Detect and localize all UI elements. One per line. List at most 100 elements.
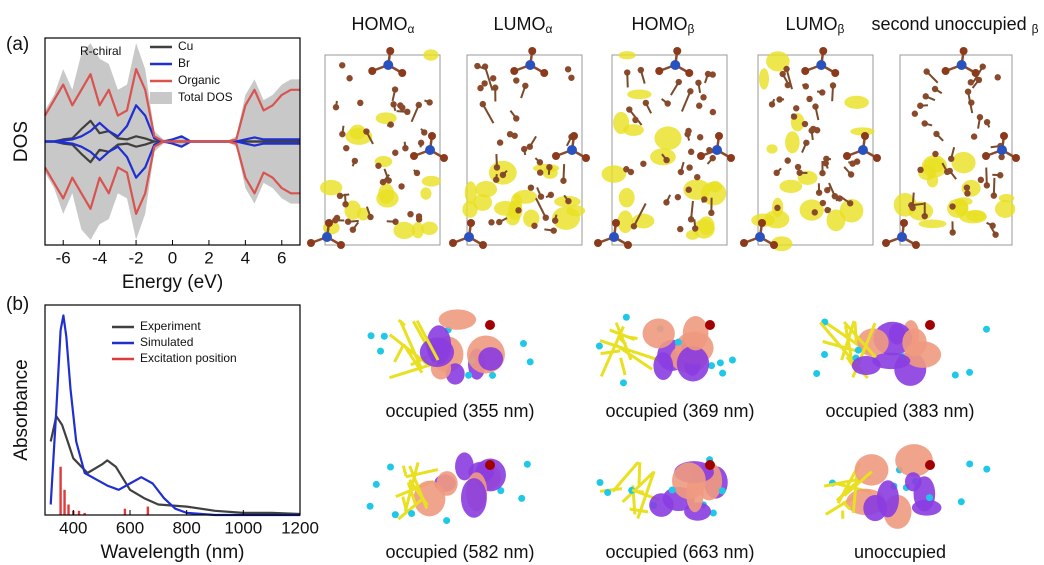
bond (626, 168, 629, 169)
atom-cu (322, 232, 332, 242)
atom (795, 164, 801, 170)
bond (336, 101, 337, 107)
bond (828, 209, 831, 210)
atom-h (524, 461, 531, 468)
atom (343, 145, 349, 151)
atom-br (705, 460, 715, 470)
atom (694, 174, 700, 180)
atom (686, 164, 692, 170)
orbital-lobe (919, 220, 947, 229)
atom (968, 79, 974, 85)
orbital-title: LUMOβ (786, 14, 845, 36)
legend-label: Br (178, 56, 190, 70)
bond (397, 111, 408, 112)
atom-h (813, 370, 820, 377)
x-tick-label: 600 (116, 518, 144, 537)
orbital-lobe (895, 444, 933, 476)
atom-br (325, 219, 333, 227)
bond (936, 134, 943, 141)
atom (917, 167, 923, 173)
atom (810, 126, 816, 132)
atom-br (960, 47, 968, 55)
legend-label: Simulated (140, 335, 193, 349)
atom-h (675, 339, 682, 346)
orbital-title: second unoccupied β (871, 14, 1038, 36)
orbital-title: LUMOα (494, 14, 553, 36)
molecule-renderings (307, 47, 1020, 529)
orbital-lobe (709, 181, 722, 192)
atom-cu (670, 60, 680, 70)
x-tick-label: 1000 (224, 518, 262, 537)
atom-br (801, 67, 809, 75)
orbital-lobe (852, 356, 881, 375)
bond (688, 134, 689, 140)
atom-cu (609, 232, 619, 242)
orbital-lobe (785, 131, 800, 153)
x-tick-label: 0 (168, 248, 177, 267)
bond (387, 125, 391, 126)
orbital-lobe (995, 200, 1015, 218)
orbital-lobe (623, 124, 644, 136)
atom (357, 100, 363, 106)
atom-br (912, 241, 920, 249)
atom-h (408, 510, 415, 517)
bond (340, 194, 349, 195)
atom (785, 157, 791, 163)
atom-h (623, 314, 630, 321)
atom-h (527, 358, 534, 365)
atom-h (596, 479, 603, 486)
atom (774, 205, 780, 211)
bond (601, 351, 621, 354)
orbital-lobe (439, 309, 476, 329)
bond (613, 462, 639, 492)
atom-br (410, 152, 418, 160)
bond (412, 105, 419, 122)
bond (671, 82, 679, 95)
bond (395, 345, 404, 362)
bond (544, 229, 553, 230)
bond (563, 164, 564, 181)
orbital-lobe (475, 181, 497, 197)
orbital-lobe (766, 144, 777, 153)
atom (710, 109, 716, 115)
atom-h (966, 369, 973, 376)
atom (346, 75, 352, 81)
bond (403, 466, 406, 476)
y-axis-label: DOS (11, 121, 32, 162)
orbital-lobe (927, 174, 938, 188)
atom-br (685, 69, 693, 77)
atom-h (966, 460, 973, 467)
bond (342, 126, 343, 134)
excitation-bar (67, 505, 69, 516)
atom-br (386, 47, 394, 55)
atom-br (368, 67, 376, 75)
atom-br (1012, 154, 1020, 162)
atom (497, 139, 503, 145)
atom (696, 103, 702, 109)
orbital-lobe (683, 316, 709, 350)
atom (490, 75, 496, 81)
atom (531, 223, 537, 229)
x-tick-label: 2 (204, 248, 213, 267)
atom-h (958, 498, 965, 505)
x-tick-label: 800 (172, 518, 200, 537)
atom-br (428, 132, 436, 140)
bond (682, 91, 690, 111)
orbital-lobe (649, 493, 673, 517)
atom (806, 96, 812, 102)
orbital-caption: unoccupied (854, 542, 946, 562)
orbital-caption: occupied (383 nm) (825, 401, 974, 421)
orbital-lobe (779, 180, 802, 193)
orbital-lobe (912, 500, 942, 516)
orbital-name: HOMO (632, 14, 688, 34)
atom-h (596, 343, 603, 350)
atom-br (900, 219, 908, 227)
bond (531, 185, 532, 187)
atom-h (952, 372, 959, 379)
atom (488, 219, 494, 225)
bond (496, 154, 497, 167)
atom-br (570, 132, 578, 140)
atom (397, 102, 403, 108)
x-tick-label: 400 (59, 518, 87, 537)
atom (812, 209, 818, 215)
